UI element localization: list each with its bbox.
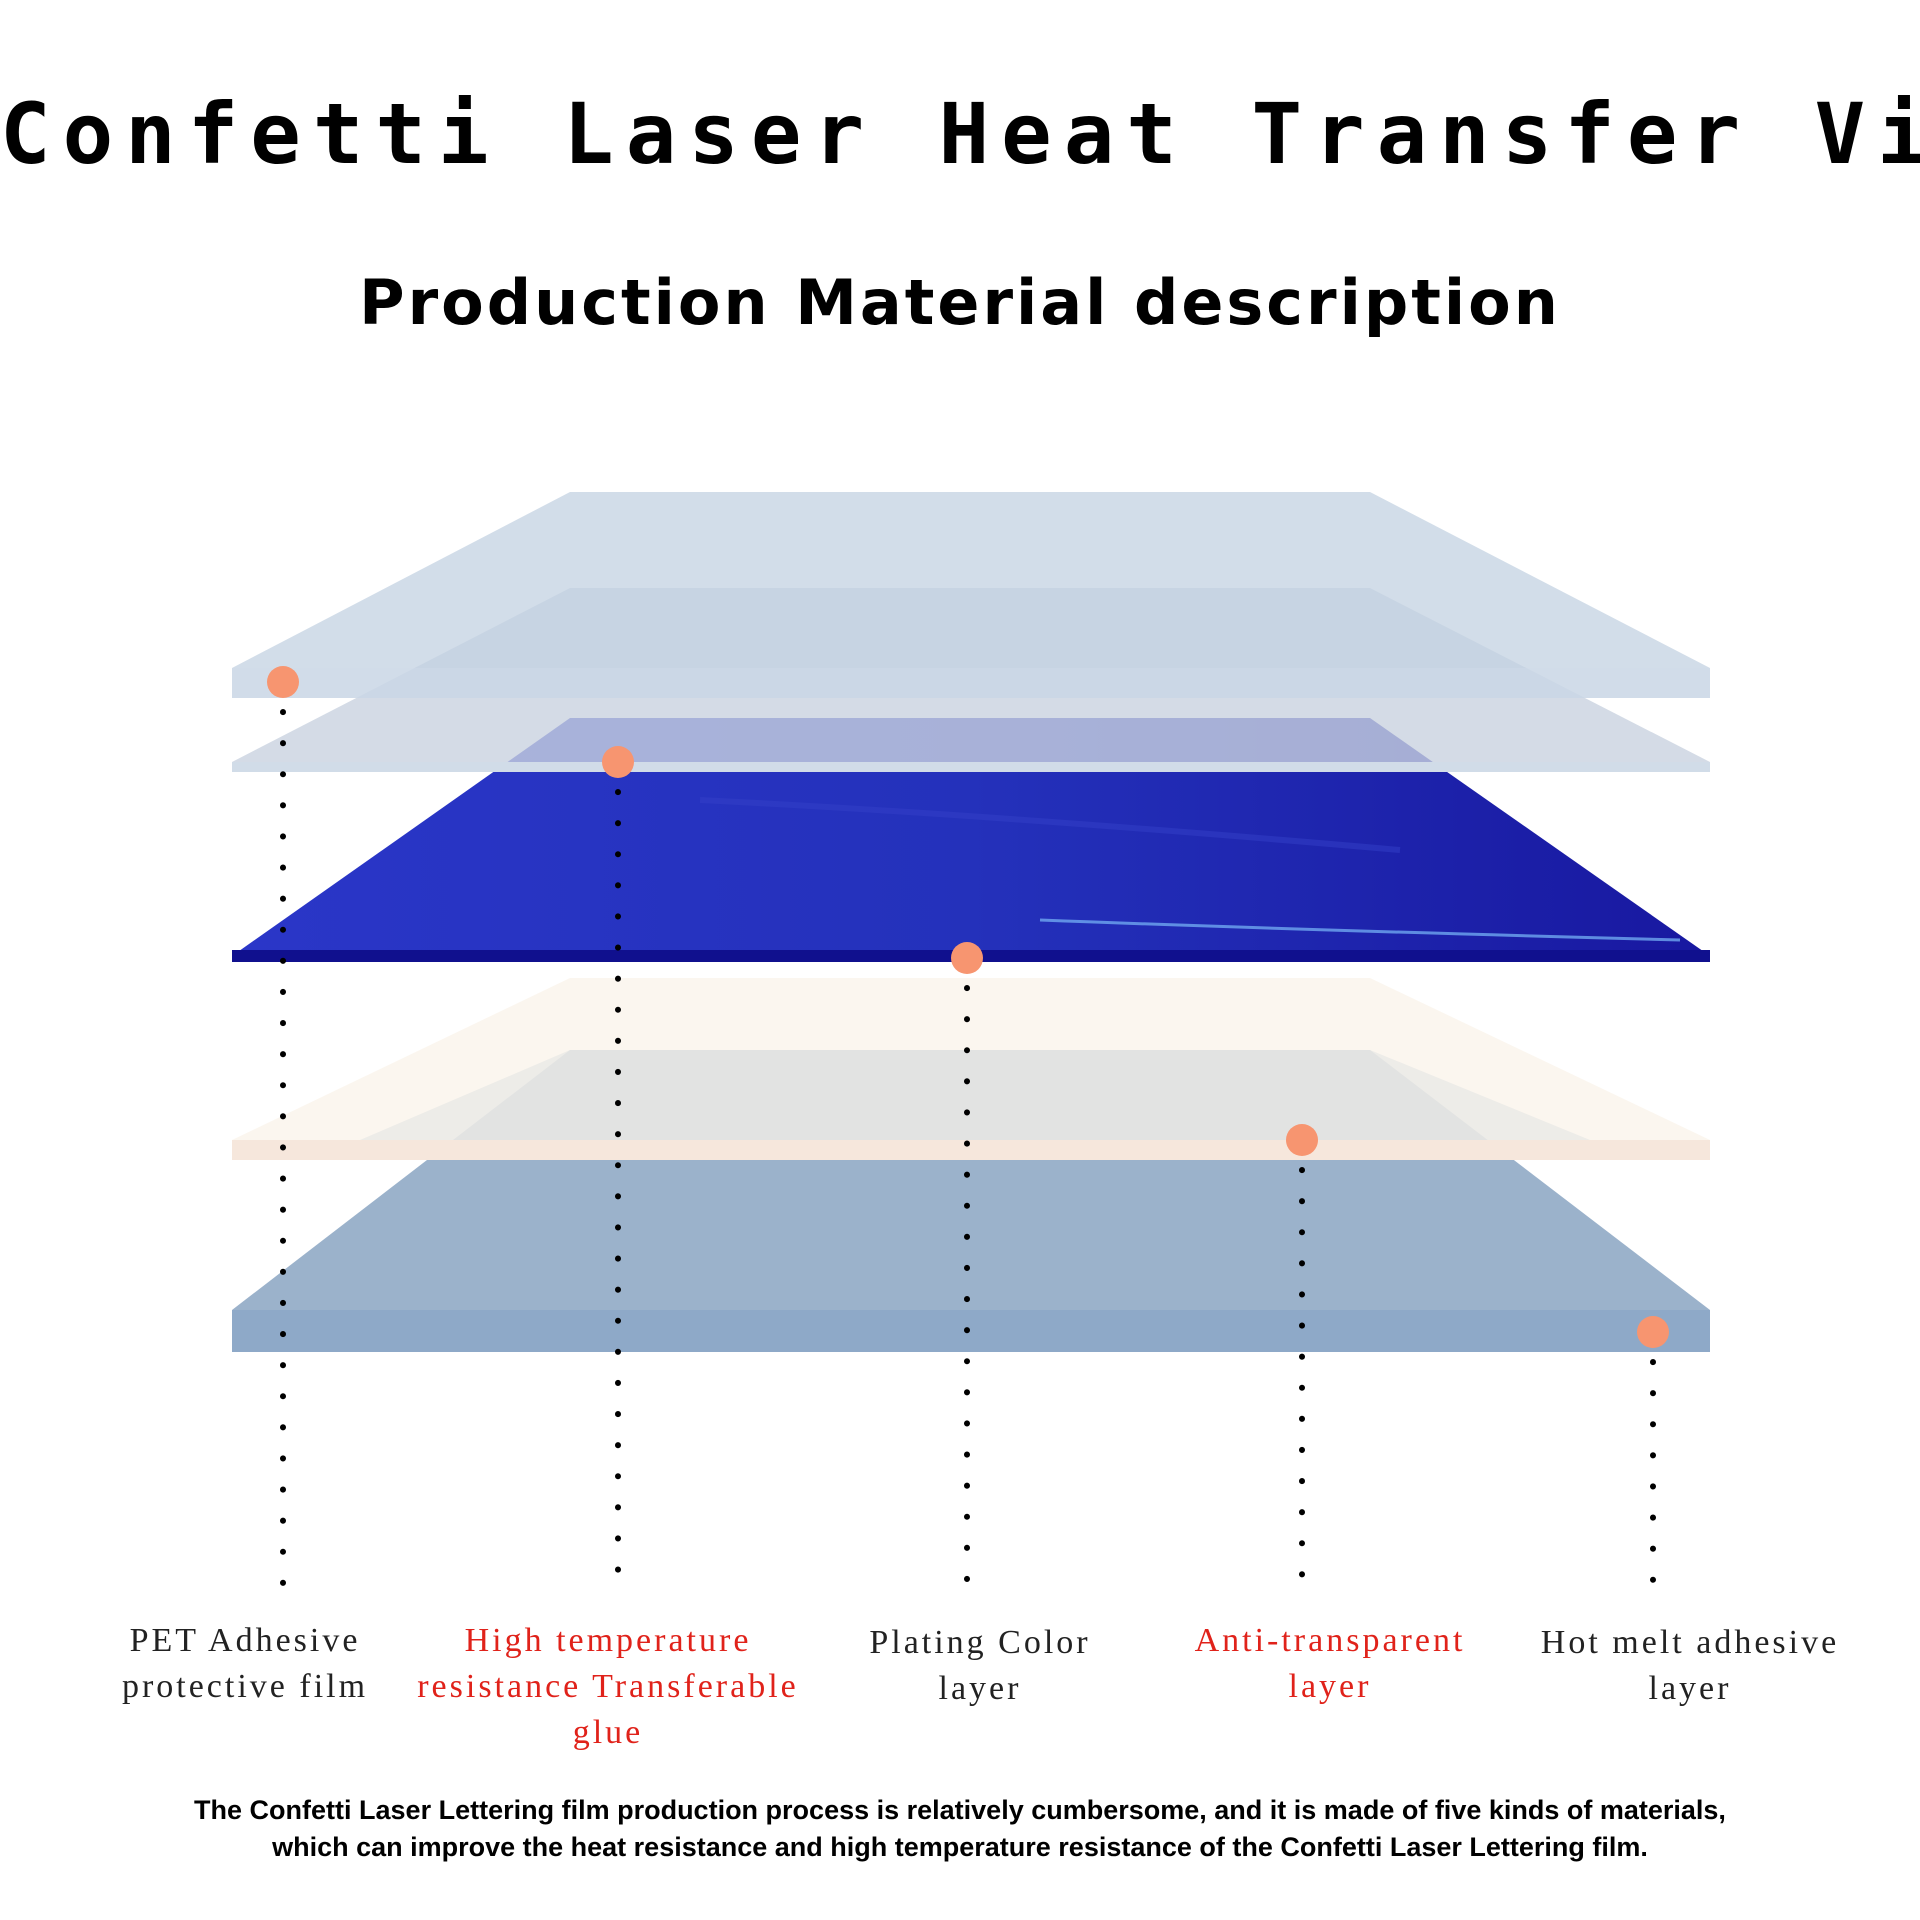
subtitle: Production Material description (359, 266, 1561, 339)
label-plating-color-layer: Plating Color layer (869, 1624, 1091, 1707)
marker-dot-plating-color (951, 942, 983, 974)
main-title: Confetti Laser Heat Transfer Vinyl (0, 85, 1920, 183)
marker-dot-pet-film (267, 666, 299, 698)
marker-dot-anti-transparent (1286, 1124, 1318, 1156)
layer-markers (267, 666, 1669, 1348)
footer-description: The Confetti Laser Lettering film produc… (194, 1795, 1726, 1862)
label-pet-adhesive-film: PET Adhesive protective film (121, 1622, 369, 1705)
layer-pet-protective-film (232, 492, 1710, 698)
marker-dot-transferable-glue (602, 746, 634, 778)
layer-anti-transparent (232, 978, 1710, 1160)
label-transferable-glue: High temperature resistance Transferable… (417, 1622, 799, 1751)
label-anti-transparent-layer: Anti-transparent layer (1194, 1622, 1466, 1705)
layer-plating-color (232, 718, 1710, 962)
label-hot-melt-adhesive-layer: Hot melt adhesive layer (1540, 1624, 1840, 1707)
marker-dot-hot-melt-adhesive (1637, 1316, 1669, 1348)
